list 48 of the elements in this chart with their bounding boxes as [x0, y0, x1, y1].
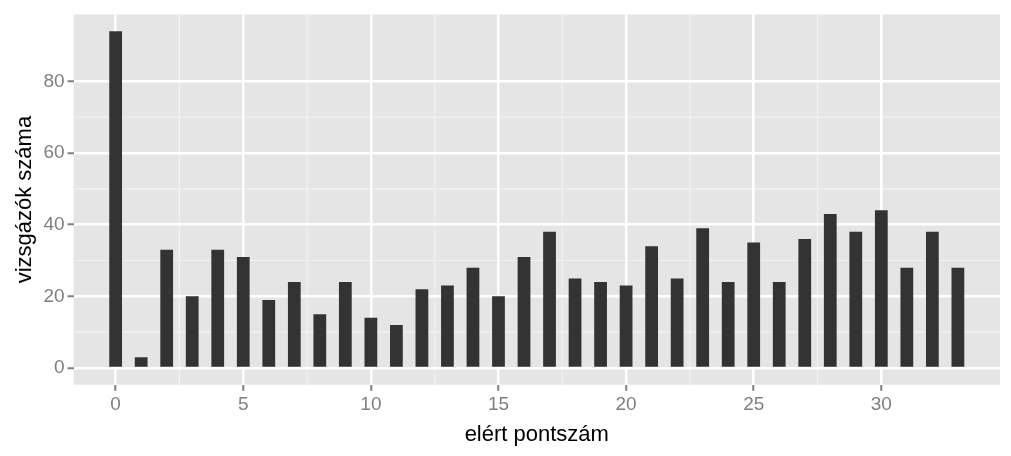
x-tick-label: 25: [743, 393, 765, 415]
bar: [390, 324, 403, 367]
bar: [364, 317, 378, 367]
bar: [262, 299, 276, 367]
bar: [338, 281, 352, 367]
x-tick-label: 10: [360, 393, 382, 415]
bar: [236, 256, 250, 367]
y-tick-label: 0: [53, 356, 65, 378]
bar: [849, 231, 863, 367]
bar: [721, 281, 735, 367]
y-tick-label: 60: [43, 141, 65, 163]
bar: [415, 289, 429, 367]
bar: [287, 281, 301, 367]
bar: [211, 249, 225, 367]
bar: [645, 246, 658, 367]
bar: [747, 242, 761, 367]
bar: [517, 256, 531, 367]
bar: [951, 267, 965, 367]
y-axis-title: vizsgázók száma: [11, 115, 37, 284]
bar: [313, 314, 327, 367]
x-tick-label: 0: [110, 393, 121, 415]
bar: [670, 278, 684, 367]
bar: [823, 213, 837, 367]
bar: [925, 231, 939, 367]
x-tick-label: 15: [487, 393, 510, 415]
bar: [134, 357, 148, 367]
bar: [492, 296, 505, 367]
bar: [900, 267, 914, 367]
y-tick-label: 40: [43, 212, 65, 234]
bar: [160, 249, 174, 367]
bar: [543, 231, 556, 367]
bar: [874, 210, 888, 367]
bar: [798, 239, 812, 367]
bar: [185, 296, 199, 367]
bar: [568, 278, 582, 367]
bar: [772, 281, 786, 367]
x-tick-label: 5: [237, 393, 249, 415]
bar: [696, 228, 710, 367]
y-tick-label: 20: [43, 284, 65, 306]
x-axis-title: elért pontszám: [464, 420, 609, 446]
y-tick-label: 80: [43, 69, 65, 91]
bar: [594, 281, 607, 367]
bar: [619, 285, 633, 367]
x-tick-label: 20: [615, 393, 637, 415]
bar: [109, 31, 123, 367]
bar: [466, 267, 480, 367]
x-tick-label: 30: [870, 393, 892, 415]
bar: [441, 285, 454, 367]
